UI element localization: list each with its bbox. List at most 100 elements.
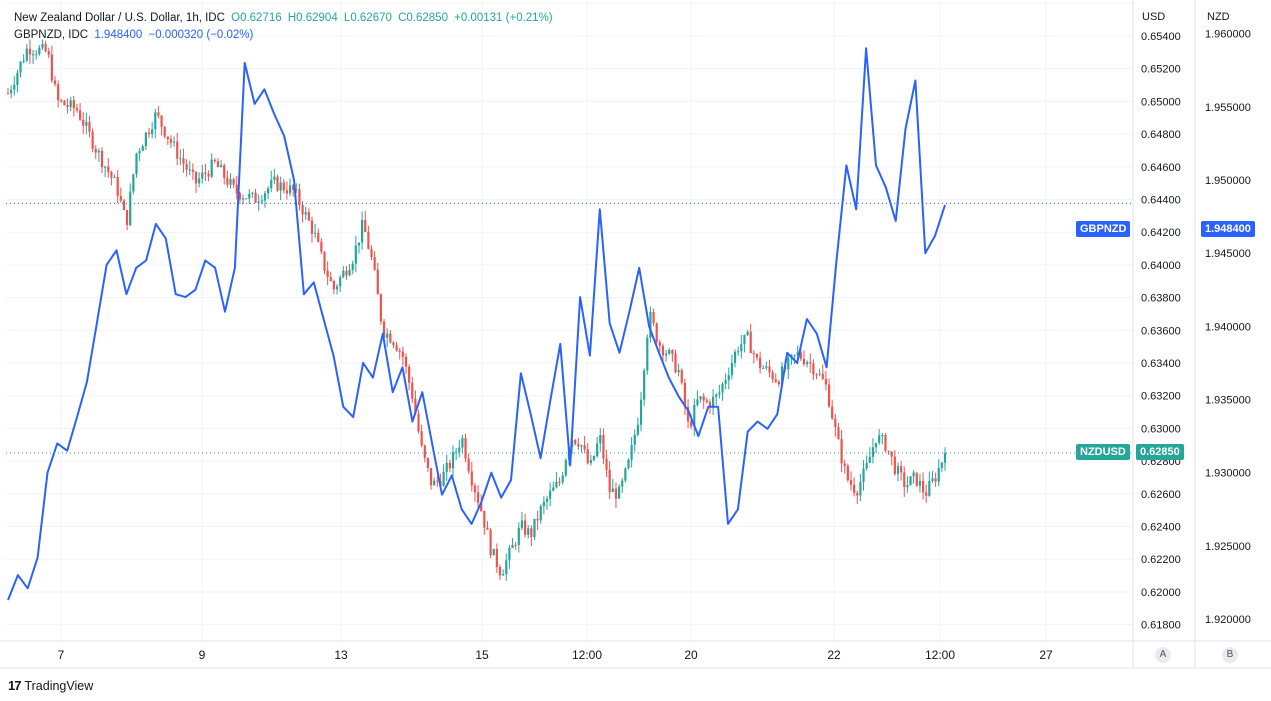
candle-body [423, 445, 426, 459]
candle-body [85, 121, 88, 126]
candle-body [921, 480, 925, 493]
candle-body [160, 115, 163, 127]
candle-body [28, 48, 32, 55]
candle-body [389, 333, 392, 343]
usd-tick-label: 0.62000 [1141, 587, 1181, 599]
candle-body [646, 337, 649, 371]
candle-body [730, 362, 734, 376]
candle-body [314, 232, 317, 234]
open-value: O0.62716 [231, 12, 282, 24]
usd-tick-label: 0.64800 [1141, 129, 1181, 141]
candle-body [592, 455, 596, 461]
candle-body [614, 488, 618, 499]
candle-body [78, 110, 82, 120]
gbpnzd-line-tag: GBPNZD [1076, 221, 1131, 237]
candle-body [787, 357, 790, 370]
candle-body [937, 467, 940, 482]
candle-body [317, 232, 320, 242]
candle-body [677, 369, 680, 373]
candle-body [251, 192, 254, 194]
candle-body [279, 182, 282, 191]
candle-body [348, 270, 351, 276]
candle-body [693, 404, 696, 427]
time-tick-label: 12:00 [572, 648, 602, 662]
candle-body [276, 176, 279, 191]
candle-body [433, 480, 436, 486]
candle-body [19, 61, 22, 73]
candle-body [342, 270, 345, 278]
candle-body [339, 277, 342, 287]
candle-body [473, 485, 477, 493]
usd-tick-label: 0.63600 [1141, 325, 1181, 337]
candle-body [31, 54, 35, 56]
candle-body [307, 211, 310, 221]
candle-body [285, 190, 289, 194]
nzd-tick-label: 1.950000 [1205, 175, 1251, 187]
auto-scale-a-button[interactable]: A [1155, 647, 1171, 663]
candle-body [122, 200, 126, 210]
candle-body [746, 331, 749, 335]
candle-body [555, 481, 558, 488]
time-tick-label: 22 [827, 648, 841, 662]
candle-body [903, 472, 906, 488]
candle-body [129, 191, 132, 226]
candle-body [345, 270, 348, 276]
nzdusd-line-tag: NZDUSD [1076, 444, 1130, 460]
candle-body [530, 528, 533, 537]
compare-series-legend: GBPNZD, IDC 1.948400 −0.000320 (−0.02%) [14, 29, 256, 41]
candle-body [549, 490, 552, 499]
candle-body [351, 263, 354, 271]
candle-body [320, 241, 323, 252]
candle-body [658, 342, 661, 346]
usd-tick-label: 0.62600 [1141, 489, 1181, 501]
candle-body [357, 242, 361, 246]
candle-body [50, 54, 53, 81]
nzd-tick-label: 1.960000 [1205, 29, 1251, 41]
candle-body [194, 171, 198, 184]
nzd-tick-label: 1.945000 [1205, 248, 1251, 260]
candle-body [392, 342, 395, 346]
compare-series-title: GBPNZD, IDC [14, 29, 89, 41]
candle-body [536, 518, 539, 521]
candle-body [605, 458, 608, 470]
auto-scale-b-button[interactable]: B [1222, 647, 1238, 663]
candle-body [448, 462, 451, 469]
candle-body [88, 121, 91, 132]
candle-body [824, 379, 828, 385]
candle-body [22, 60, 25, 62]
usd-tick-label: 0.65400 [1141, 31, 1181, 43]
compare-value: 1.948400 [94, 29, 143, 41]
branding[interactable]: 17 TradingView [8, 678, 93, 693]
candle-body [862, 468, 865, 482]
candle-body [326, 270, 329, 278]
candle-body [480, 502, 483, 511]
usd-tick-label: 0.65000 [1141, 96, 1181, 108]
candle-body [765, 366, 768, 368]
candle-body [445, 462, 448, 472]
candle-body [802, 358, 806, 365]
candle-body [404, 356, 408, 367]
candle-body [201, 172, 204, 179]
candle-body [138, 150, 141, 154]
usd-tick-label: 0.64000 [1141, 260, 1181, 272]
candle-body [912, 472, 915, 477]
candle-body [721, 383, 724, 393]
candle-body [652, 311, 655, 324]
candle-body [708, 402, 712, 408]
candle-body [671, 349, 674, 354]
candle-body [831, 406, 834, 419]
candle-body [624, 468, 627, 481]
candle-body [16, 72, 19, 85]
candle-body [273, 176, 276, 180]
candle-body [715, 394, 718, 397]
candle-body [257, 201, 260, 203]
candle-body [467, 458, 470, 472]
candle-body [696, 399, 699, 405]
candle-body [213, 159, 216, 162]
candle-body [119, 196, 122, 201]
candle-body [6, 93, 10, 95]
candle-body [210, 159, 213, 177]
candle-body [928, 480, 931, 496]
candle-body [890, 451, 893, 457]
